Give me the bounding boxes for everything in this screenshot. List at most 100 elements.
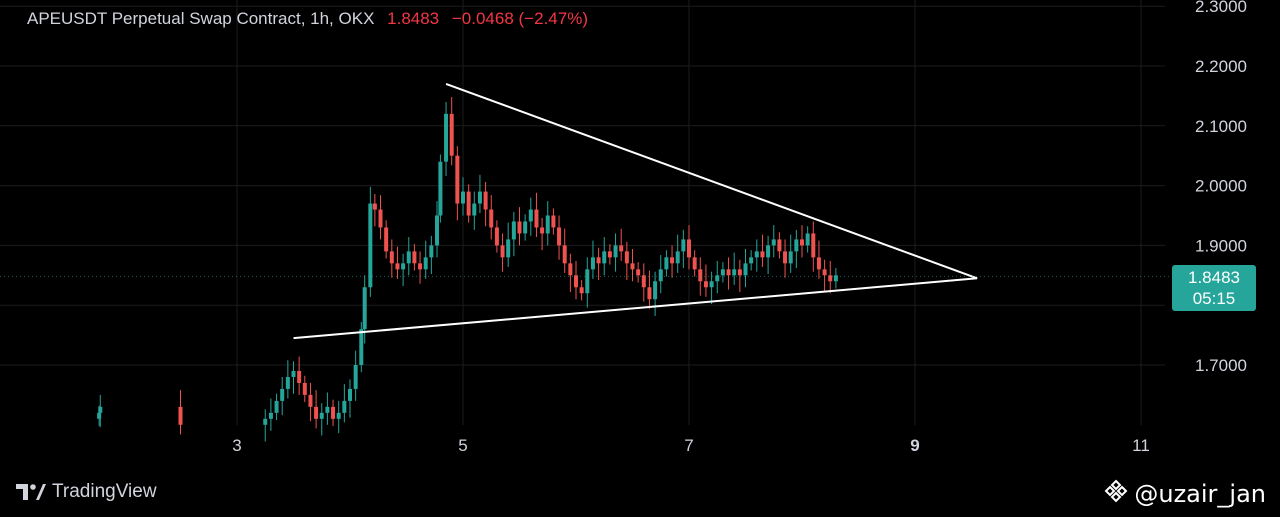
candle-body [178, 406, 183, 425]
candle-body [658, 269, 663, 282]
y-tick-label: 2.2000 [1195, 57, 1247, 76]
candle-body [732, 269, 737, 276]
y-tick-label: 2.3000 [1195, 0, 1247, 16]
tradingview-brand[interactable]: TradingView [16, 481, 157, 503]
candle-body [822, 269, 827, 276]
candle-body [540, 227, 545, 234]
candle-body [395, 263, 400, 270]
price-change: −0.0468 (−2.47%) [451, 9, 588, 28]
candle-body [477, 191, 482, 204]
candle-body [389, 251, 394, 264]
candle-body [500, 245, 505, 258]
candle-body [308, 394, 313, 407]
x-tick-label: 7 [684, 436, 693, 455]
candle-body [687, 239, 691, 258]
candle-body [483, 191, 488, 210]
x-tick-label: 9 [910, 436, 919, 455]
candle-body [636, 269, 641, 276]
candle-body [438, 161, 443, 216]
candle-body [619, 245, 624, 252]
candle-body [720, 269, 725, 276]
candle-body [692, 257, 697, 270]
candle-body [630, 263, 635, 270]
x-tick-label: 11 [1132, 436, 1150, 455]
symbol-title: APEUSDT Perpetual Swap Contract, 1h, OKX [27, 9, 375, 28]
tradingview-logo-icon [16, 484, 46, 500]
candle-body [372, 203, 377, 210]
candle-body [325, 406, 330, 413]
candle-body [641, 275, 646, 288]
y-tick-label: 2.0000 [1195, 177, 1247, 196]
chart-header: APEUSDT Perpetual Swap Contract, 1h, OKX… [27, 9, 588, 29]
x-tick-label: 3 [232, 436, 241, 455]
candle-body [517, 221, 522, 234]
candle-body [384, 227, 389, 252]
candle-body [681, 239, 686, 252]
candle-body [348, 388, 352, 401]
candle-body [675, 251, 680, 264]
candlestick-chart[interactable]: 2.3000 2.2000 2.1000 2.0000 1.9000 1.7000 3 5 7 9… [0, 0, 1280, 464]
candle-body [302, 382, 307, 395]
candle-body [331, 406, 336, 419]
candle-body [406, 251, 411, 264]
candle-body [788, 251, 793, 264]
candle-body [523, 221, 528, 234]
candle-body [506, 239, 511, 258]
candle-body [466, 191, 471, 216]
candle-body [771, 239, 776, 246]
candle-body [698, 269, 703, 282]
candle-body [811, 233, 816, 258]
candle-body [342, 400, 347, 413]
candle-body [613, 245, 618, 258]
candle-body [336, 412, 341, 419]
candle-body [291, 370, 296, 377]
candle-body [378, 209, 383, 228]
candle-body [97, 412, 102, 419]
trendline-upper [445, 83, 978, 280]
candle-body [461, 191, 465, 204]
candle-body [794, 239, 799, 252]
candle-body [664, 257, 669, 270]
candle-body [418, 263, 423, 270]
candle-body [743, 263, 748, 276]
candle-body [607, 251, 612, 258]
candle-body [368, 203, 373, 288]
candle-body [297, 370, 302, 383]
candle-body [828, 275, 833, 282]
candle-body [444, 113, 449, 162]
candle-body [489, 209, 494, 228]
candle-body [511, 221, 516, 240]
x-tick-label: 5 [458, 436, 467, 455]
candle-body [353, 365, 358, 389]
candle-body [800, 239, 804, 246]
footer-bar: TradingView @uzair_jan [0, 464, 1280, 517]
candle-body [783, 251, 788, 264]
candle-body [624, 251, 629, 264]
candle-body [647, 287, 652, 300]
candle-body [754, 251, 759, 258]
candle-body [574, 275, 578, 288]
candle-body [268, 412, 273, 419]
trendline-lower [293, 277, 978, 340]
candle-body [805, 233, 810, 246]
candle-body [98, 406, 103, 413]
candle-body [362, 287, 367, 330]
candle-body [590, 257, 595, 270]
candle-body [314, 406, 319, 419]
y-tick-label: 2.1000 [1195, 117, 1247, 136]
candle-body [494, 227, 499, 246]
candle-body [777, 239, 782, 252]
candle-body [568, 263, 573, 276]
candle-body [749, 257, 754, 264]
candle-body [760, 251, 765, 258]
author-watermark: @uzair_jan [1104, 479, 1266, 509]
candle-body [653, 281, 658, 300]
candle-body [472, 203, 477, 216]
candle-body [737, 269, 742, 276]
candle-body [766, 245, 771, 258]
candle-body [709, 281, 714, 288]
candle-body [596, 257, 601, 264]
candle-body [551, 215, 556, 228]
candle-body [359, 329, 364, 365]
